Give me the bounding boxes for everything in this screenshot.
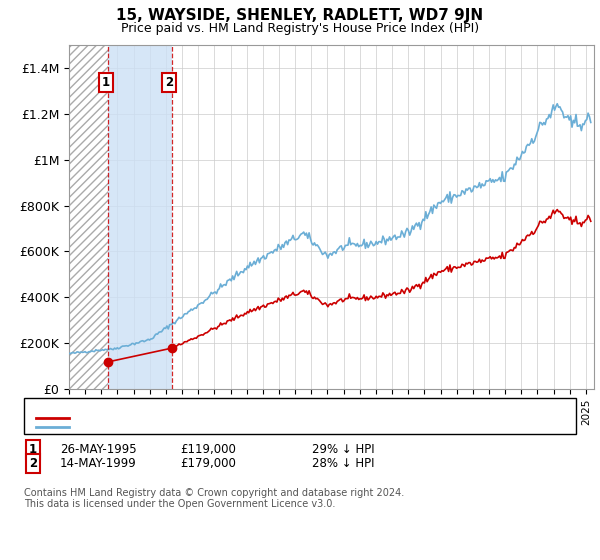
Text: 15, WAYSIDE, SHENLEY, RADLETT, WD7 9JN: 15, WAYSIDE, SHENLEY, RADLETT, WD7 9JN: [116, 8, 484, 24]
Text: Price paid vs. HM Land Registry's House Price Index (HPI): Price paid vs. HM Land Registry's House …: [121, 22, 479, 35]
Text: 2: 2: [29, 457, 37, 470]
Bar: [69, 45, 108, 389]
Text: £119,000: £119,000: [180, 443, 236, 456]
Bar: [108, 45, 172, 389]
Text: This data is licensed under the Open Government Licence v3.0.: This data is licensed under the Open Gov…: [24, 499, 335, 509]
Text: 29% ↓ HPI: 29% ↓ HPI: [312, 443, 374, 456]
Text: 26-MAY-1995: 26-MAY-1995: [60, 443, 137, 456]
Text: 2: 2: [166, 76, 173, 89]
Text: 15, WAYSIDE, SHENLEY, RADLETT, WD7 9JN (detached house): 15, WAYSIDE, SHENLEY, RADLETT, WD7 9JN (…: [75, 413, 418, 423]
Text: 14-MAY-1999: 14-MAY-1999: [60, 457, 137, 470]
Text: 1: 1: [29, 443, 37, 456]
Text: 1: 1: [101, 76, 110, 89]
Text: £179,000: £179,000: [180, 457, 236, 470]
Text: Contains HM Land Registry data © Crown copyright and database right 2024.: Contains HM Land Registry data © Crown c…: [24, 488, 404, 498]
Text: HPI: Average price, detached house, Hertsmere: HPI: Average price, detached house, Hert…: [75, 422, 340, 432]
Text: 28% ↓ HPI: 28% ↓ HPI: [312, 457, 374, 470]
